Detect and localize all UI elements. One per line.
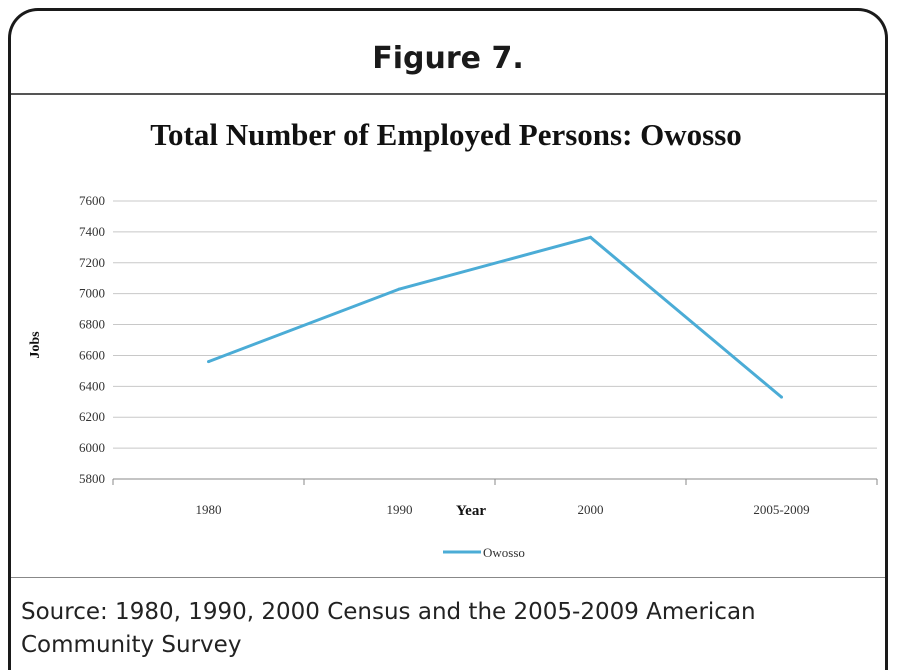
- source-note: Source: 1980, 1990, 2000 Census and the …: [21, 599, 756, 658]
- x-tick-label: 2000: [578, 502, 604, 517]
- source-divider: [11, 577, 885, 578]
- y-tick-label: 7400: [79, 224, 105, 239]
- data-point: [780, 395, 783, 399]
- chart-container: Total Number of Employed Persons: Owosso…: [11, 97, 885, 581]
- y-axis-label: Jobs: [28, 331, 43, 359]
- figure-frame: Figure 7. Total Number of Employed Perso…: [8, 8, 888, 670]
- line-chart: Total Number of Employed Persons: Owosso…: [28, 117, 878, 560]
- figure-label: Figure 7.: [372, 41, 524, 76]
- y-tick-label: 6800: [79, 317, 105, 332]
- y-tick-label: 6600: [79, 347, 105, 362]
- title-divider: [11, 93, 885, 95]
- x-tick-label: 1990: [387, 502, 413, 517]
- y-tick-label: 7600: [79, 193, 105, 208]
- series-line-owosso: [207, 235, 783, 399]
- y-tick-label: 6400: [79, 378, 105, 393]
- axis-ticks: 7600 7400 7200 7000 6800 6600 6400 6200 6000 5800…: [79, 193, 878, 517]
- data-point: [207, 360, 210, 364]
- series-layer: [207, 235, 783, 399]
- y-tick-label: 6200: [79, 409, 105, 424]
- x-tick-label: 1980: [196, 502, 222, 517]
- data-point: [398, 287, 401, 291]
- legend-label-owosso: Owosso: [483, 545, 525, 560]
- legend: Owosso: [443, 545, 525, 560]
- y-tick-label: 7200: [79, 255, 105, 270]
- gridlines: [113, 200, 877, 480]
- x-tick-label: 2005-2009: [753, 502, 809, 517]
- data-point: [589, 235, 592, 239]
- y-tick-label: 7000: [79, 286, 105, 301]
- y-tick-label: 6000: [79, 440, 105, 455]
- y-tick-label: 5800: [79, 471, 105, 486]
- chart-title: Total Number of Employed Persons: Owosso: [150, 117, 742, 152]
- x-axis-label: Year: [456, 503, 486, 519]
